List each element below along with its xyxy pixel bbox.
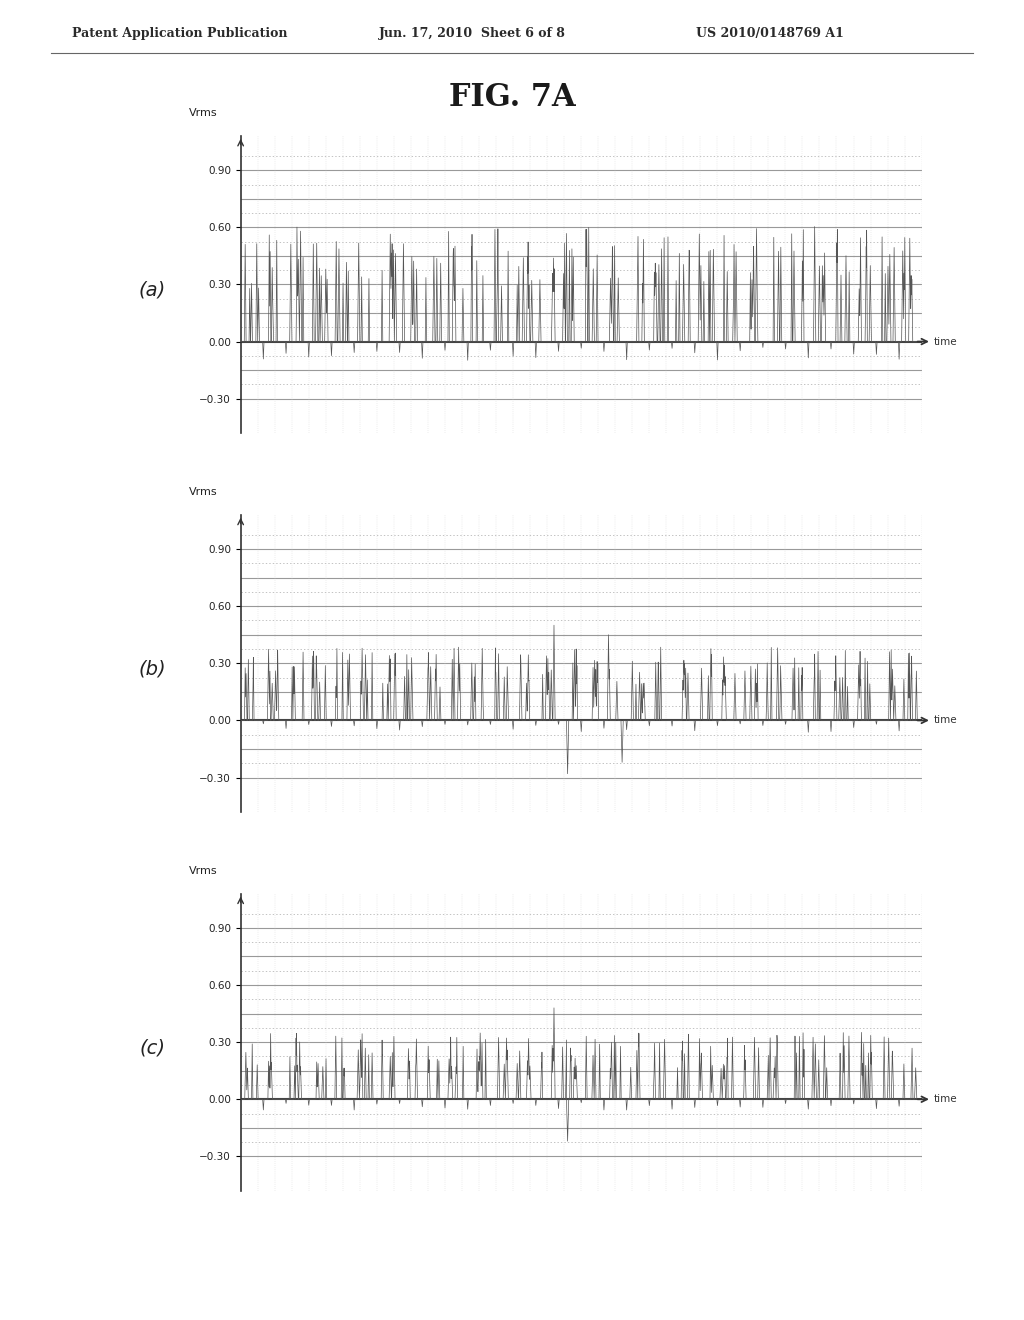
Text: US 2010/0148769 A1: US 2010/0148769 A1 (696, 26, 844, 40)
Text: Vrms: Vrms (188, 108, 217, 119)
Text: Jun. 17, 2010  Sheet 6 of 8: Jun. 17, 2010 Sheet 6 of 8 (379, 26, 565, 40)
Text: Vrms: Vrms (188, 487, 217, 498)
Text: (a): (a) (138, 281, 166, 300)
Text: Patent Application Publication: Patent Application Publication (72, 26, 287, 40)
Text: time: time (934, 337, 957, 347)
Text: (c): (c) (139, 1039, 165, 1057)
Text: (b): (b) (138, 660, 166, 678)
Text: time: time (934, 715, 957, 726)
Text: time: time (934, 1094, 957, 1105)
Text: Vrms: Vrms (188, 866, 217, 876)
Text: FIG. 7A: FIG. 7A (449, 82, 575, 112)
